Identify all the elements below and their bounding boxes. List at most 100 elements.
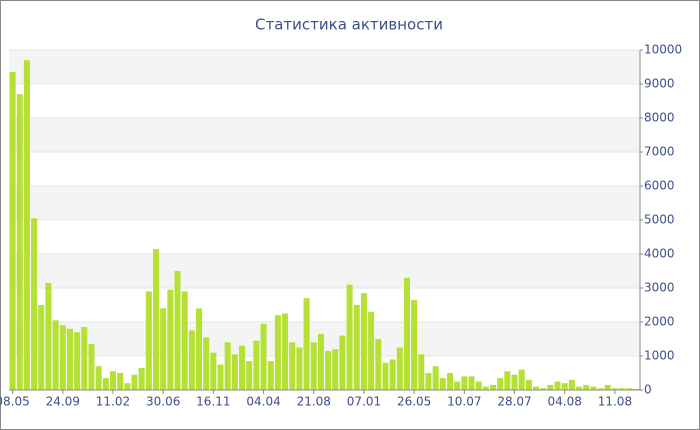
y-tick-label: 10000: [644, 43, 682, 57]
y-tick-label: 2000: [644, 315, 675, 329]
bar: [210, 352, 217, 390]
bar: [461, 376, 468, 390]
x-tick-label: 08.05: [0, 395, 30, 409]
bar: [167, 289, 174, 390]
bar: [583, 384, 590, 390]
x-tick-label: 16.11: [196, 395, 230, 409]
y-tick-label: 8000: [644, 111, 675, 125]
bar: [547, 384, 554, 390]
bar: [403, 277, 410, 390]
bar: [16, 94, 23, 390]
grid-band: [9, 254, 640, 288]
bar: [375, 339, 382, 390]
bar: [102, 378, 109, 390]
bar: [317, 333, 324, 390]
bar: [497, 378, 504, 390]
bar: [633, 388, 640, 390]
bar: [224, 342, 231, 390]
y-tick-label: 9000: [644, 77, 675, 91]
bar: [45, 282, 52, 390]
bar: [174, 271, 181, 390]
bar: [626, 388, 633, 390]
bar: [439, 378, 446, 390]
bar: [590, 386, 597, 390]
bar: [203, 337, 210, 390]
bar: [38, 305, 45, 390]
bar: [339, 335, 346, 390]
bar: [332, 349, 339, 390]
x-tick-label: 26.05: [397, 395, 431, 409]
bar: [561, 383, 568, 390]
bar: [9, 72, 16, 390]
bar: [604, 384, 611, 390]
bar: [360, 293, 367, 390]
bar: [568, 379, 575, 390]
bar: [468, 376, 475, 390]
bar: [533, 386, 540, 390]
bar: [131, 374, 138, 390]
bar: [231, 354, 238, 390]
x-tick-label: 24.09: [46, 395, 80, 409]
y-tick-label: 4000: [644, 247, 675, 261]
bar: [188, 330, 195, 390]
bar: [66, 328, 73, 390]
bar: [217, 364, 224, 390]
bar: [446, 373, 453, 390]
y-tick-label: 0: [644, 383, 652, 397]
bar: [396, 347, 403, 390]
grid-band: [9, 50, 640, 84]
bar: [353, 305, 360, 390]
bar: [576, 386, 583, 390]
bar: [310, 342, 317, 390]
bar: [138, 367, 145, 390]
bar: [454, 381, 461, 390]
bar: [511, 374, 518, 390]
bar: [525, 379, 532, 390]
bar: [325, 350, 332, 390]
x-tick-label: 28.07: [497, 395, 531, 409]
bar: [160, 308, 167, 390]
bar: [597, 388, 604, 390]
bar: [411, 299, 418, 390]
bar: [239, 345, 246, 390]
x-tick-label: 21.08: [297, 395, 331, 409]
y-tick-label: 3000: [644, 281, 675, 295]
bar: [611, 388, 618, 390]
bar: [303, 298, 310, 390]
x-tick-label: 04.04: [246, 395, 280, 409]
bar: [619, 388, 626, 390]
bar: [518, 369, 525, 390]
bar: [368, 311, 375, 390]
bar: [88, 344, 95, 390]
x-tick-label: 11.08: [598, 395, 632, 409]
bar: [260, 323, 267, 390]
bar: [74, 332, 81, 390]
x-tick-label: 11.02: [96, 395, 130, 409]
grid-band: [9, 118, 640, 152]
bar: [540, 388, 547, 390]
bar: [109, 371, 116, 390]
bar: [418, 354, 425, 390]
x-tick-label: 04.08: [548, 395, 582, 409]
y-tick-label: 5000: [644, 213, 675, 227]
bar: [145, 291, 152, 390]
bar: [152, 248, 160, 390]
chart-title: Статистика активности: [255, 16, 443, 34]
x-tick-label: 30.06: [146, 395, 180, 409]
bar: [274, 315, 281, 390]
bar: [31, 218, 38, 390]
bar: [117, 373, 124, 390]
y-tick-label: 6000: [644, 179, 675, 193]
y-tick-label: 1000: [644, 349, 675, 363]
bar: [389, 359, 396, 390]
y-tick-label: 7000: [644, 145, 675, 159]
bar: [124, 383, 131, 390]
grid-band: [9, 322, 640, 356]
bar: [475, 381, 482, 390]
bar: [81, 327, 88, 390]
bar: [23, 60, 30, 390]
bar: [296, 347, 303, 390]
grid-band: [9, 186, 640, 220]
bar: [346, 284, 353, 390]
